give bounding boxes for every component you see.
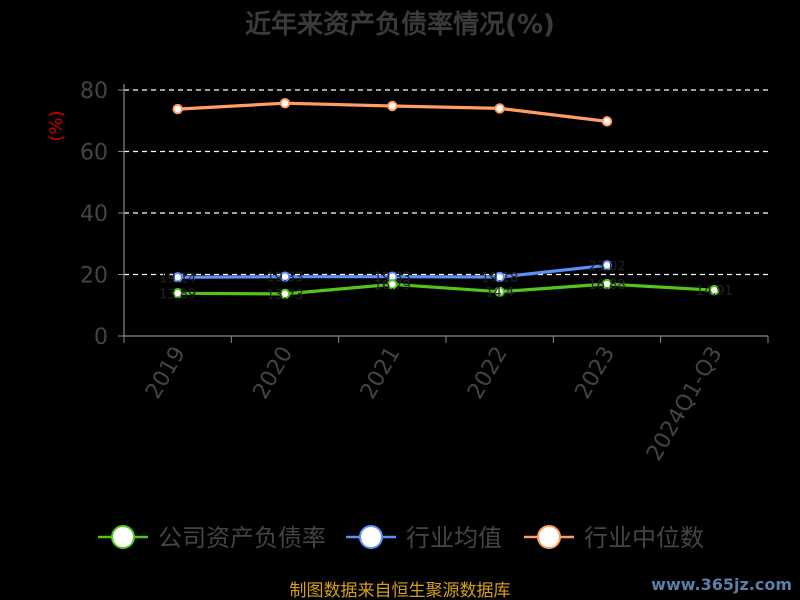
data-label: 19.18 [481, 271, 518, 286]
legend-item-3: 行业中位数 [524, 524, 704, 552]
legend-item-1: 公司资产负债率 [98, 524, 326, 552]
y-tick-label: 80 [80, 79, 108, 104]
data-label: 14.4 [485, 286, 514, 301]
legend-label: 行业均值 [406, 524, 502, 552]
x-tick-label: 2023 [571, 343, 621, 404]
data-label: 13.73 [266, 288, 303, 303]
data-point [601, 278, 613, 290]
series-1: 13.89 13.73 16.79 14.4 16.88 14.91 [159, 278, 733, 303]
y-tick-label: 0 [94, 325, 108, 350]
series-line [177, 282, 715, 296]
data-source-note: 制图数据来自恒生聚源数据库 [290, 581, 511, 600]
legend-label: 行业中位数 [584, 524, 704, 552]
y-tick-label: 20 [80, 264, 108, 289]
x-tick-label: 2024Q1-Q3 [642, 343, 727, 466]
x-tick-label: 2022 [463, 342, 513, 403]
data-label: 16.79 [374, 278, 411, 293]
data-label: 13.89 [159, 287, 196, 302]
data-label: 14.91 [696, 284, 733, 299]
watermark: www.365jz.com [651, 575, 792, 594]
y-tick-label: 40 [80, 202, 108, 227]
data-label: 19.33 [374, 271, 411, 286]
x-tick-label: 2021 [356, 343, 406, 404]
data-point [172, 272, 183, 283]
data-point [494, 103, 505, 114]
series-2: 19.14 19.33 19.33 19.18 23.02 [159, 259, 626, 286]
data-point [494, 271, 505, 283]
y-tick-label: 60 [80, 141, 108, 166]
data-point [279, 98, 291, 109]
data-label: 19.33 [266, 271, 303, 286]
legend-marker [537, 525, 561, 549]
data-label: 19.14 [159, 271, 196, 286]
legend-item-2: 行业均值 [346, 524, 502, 552]
data-point [387, 100, 398, 112]
x-tick-label: 2019 [141, 343, 191, 404]
data-point [601, 116, 613, 127]
data-point [709, 284, 720, 296]
x-tick-label: 2020 [249, 343, 299, 404]
data-label: 16.88 [588, 278, 625, 293]
legend-marker [111, 525, 135, 549]
data-point [172, 103, 183, 115]
legend-label: 公司资产负债率 [158, 524, 326, 552]
data-label: 23.02 [588, 259, 625, 274]
chart-title: 近年来资产负债率情况(%) [245, 9, 555, 40]
data-point [387, 279, 398, 290]
data-point [279, 288, 291, 300]
data-point [601, 260, 613, 271]
y-axis-unit-label: (%) [46, 110, 67, 141]
legend: 公司资产负债率 行业均值 行业中位数 [98, 524, 704, 552]
data-point [494, 286, 505, 297]
grid-lines [124, 89, 768, 276]
series-3 [172, 98, 613, 127]
series-layer: 19.14 19.33 19.33 19.18 23.02 13.89 13.73 16.79… [159, 98, 733, 303]
legend-marker [359, 525, 383, 549]
data-point [279, 271, 291, 282]
data-point [172, 288, 183, 299]
